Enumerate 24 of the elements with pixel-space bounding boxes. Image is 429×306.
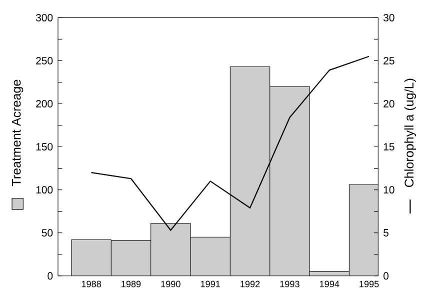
x-tick-label: 1989 xyxy=(122,280,141,288)
y2-tick-label: 20 xyxy=(384,100,394,108)
x-tick-label: 1992 xyxy=(240,280,260,288)
y-tick-label: 300 xyxy=(36,14,53,22)
y2-tick-label: 5 xyxy=(384,229,388,237)
x-tick-label: 1991 xyxy=(200,280,220,288)
y-tick-label: 50 xyxy=(42,229,53,237)
y2-tick-label: 10 xyxy=(384,186,394,194)
y2-axis-title: Chlorophyll a (ug/L) xyxy=(404,78,416,188)
x-tick-label: 1993 xyxy=(280,280,300,288)
y-tick-label: 0 xyxy=(48,272,53,280)
x-tick-label: 1988 xyxy=(82,280,102,288)
y-tick-label: 150 xyxy=(36,143,53,151)
x-tick-label: 1990 xyxy=(161,280,180,288)
y2-tick-label: 30 xyxy=(383,14,394,22)
y-tick-label: 100 xyxy=(36,186,53,194)
y-axis-title: Treatment Acreage xyxy=(12,80,24,186)
x-tick-label: 1995 xyxy=(360,280,379,288)
y2-tick-label: 15 xyxy=(384,143,394,150)
x-tick-label: 1994 xyxy=(320,280,340,288)
y2-tick-label: 0 xyxy=(384,272,389,280)
y-tick-label: 250 xyxy=(36,57,53,64)
y-tick-label: 200 xyxy=(36,100,53,108)
y2-tick-label: 25 xyxy=(384,57,394,64)
